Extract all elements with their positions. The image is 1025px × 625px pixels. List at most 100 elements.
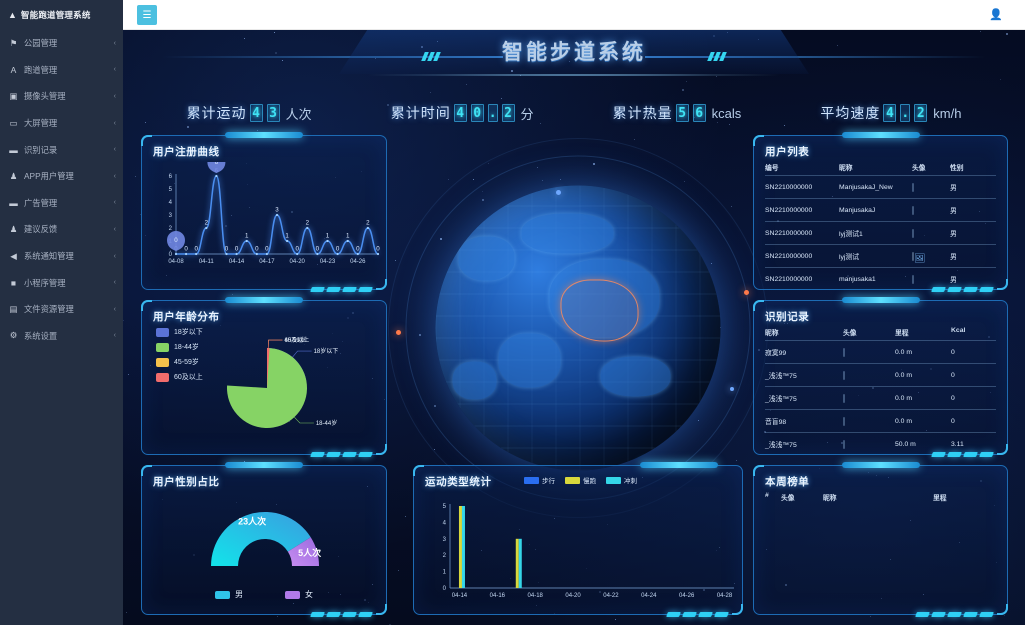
avatar-image (912, 274, 914, 284)
svg-text:04-20: 04-20 (290, 259, 306, 265)
panel-user-list: 用户列表 编号 昵称 头像 性别 SN2210000000 ManjusakaJ_New 男… (753, 132, 1008, 292)
table-cell: _浅浅™75 (765, 396, 797, 403)
table-header-row: # 头像 昵称 里程 (765, 492, 996, 505)
legend-label: 男 (235, 590, 243, 599)
sidebar-item-11[interactable]: ⚙ 系统设置 ‹ (0, 323, 123, 350)
legend-swatch (156, 327, 169, 337)
sidebar-item-7[interactable]: ♟ 建议反馈 ‹ (0, 216, 123, 243)
avatar (912, 228, 950, 238)
legend-swatch (285, 590, 300, 599)
sidebar-item-8[interactable]: ◀ 系统通知管理 ‹ (0, 243, 123, 270)
table-row[interactable]: SN2210000000 lyj测试1 男 (765, 221, 996, 244)
legend-item-1: 18-44岁 (156, 342, 203, 352)
avatar (912, 251, 950, 261)
table-cell: 男 (950, 185, 957, 192)
table-cell: 男 (950, 254, 957, 261)
svg-text:04-22: 04-22 (603, 593, 619, 599)
stat-digit: 3 (266, 104, 280, 122)
screen-icon: ▭ (9, 117, 18, 128)
sidebar-item-2[interactable]: ▣ 摄像头管理 ‹ (0, 83, 123, 110)
panel-top-accent (225, 462, 303, 468)
legend-swatch (156, 342, 169, 352)
sidebar-item-3[interactable]: ▭ 大屏管理 ‹ (0, 110, 123, 137)
globe-marker-dot (744, 290, 749, 295)
sidebar-nav: ⚑ 公园管理 ‹ A 跑道管理 ‹ ▣ 摄像头管理 ‹ ▭ 大屏管理 ‹ ▬ 识别记录 ‹ ♟ APP用户管理 ‹… (0, 30, 123, 349)
chevron-left-icon: ‹ (113, 39, 116, 47)
table-cell: SN2210000000 (765, 252, 813, 260)
avatar (912, 205, 950, 215)
table-row[interactable]: 音盲98 0.0 m 0 (765, 409, 996, 432)
avatar (912, 182, 950, 192)
table-row[interactable]: SN2210000000 lyj测试 男 (765, 244, 996, 267)
chevron-left-icon: ‹ (113, 119, 116, 127)
sidebar-item-label: 建议反馈 (24, 224, 58, 235)
table-header-cell: 头像 (843, 330, 857, 337)
table-header-cell: 昵称 (765, 330, 779, 337)
stat-unit: km/h (933, 105, 962, 121)
svg-text:0: 0 (356, 246, 360, 253)
svg-text:2: 2 (169, 226, 173, 232)
table-row[interactable]: _浅浅™75 0.0 m 0 (765, 386, 996, 409)
panel-title: 用户年龄分布 (153, 311, 220, 323)
pie-legend: 18岁以下 18-44岁 45-59岁 60及以上 (156, 327, 203, 387)
stat-digit: 4 (883, 104, 897, 122)
table-cell: 3.11 (951, 440, 964, 448)
svg-text:04-20: 04-20 (565, 593, 581, 599)
sidebar-item-1[interactable]: A 跑道管理 ‹ (0, 57, 123, 84)
svg-text:2: 2 (366, 220, 370, 227)
panel-title: 运动类型统计 (425, 476, 492, 488)
stat-item-2: 累计热量 5 6 kcals (613, 103, 741, 123)
table-cell: _浅浅™75 (765, 442, 797, 449)
table-row[interactable]: 寂寞99 0.0 m 0 (765, 340, 996, 363)
bar-legend-item-2: 冲刺 (606, 475, 637, 485)
table-cell: 0 (951, 417, 955, 425)
svg-text:04-26: 04-26 (679, 593, 695, 599)
svg-text:04-14: 04-14 (229, 259, 245, 265)
sidebar-item-6[interactable]: ▬ 广告管理 ‹ (0, 190, 123, 217)
table-row[interactable]: _浅浅™75 0.0 m 0 (765, 363, 996, 386)
table-cell: 音盲98 (765, 419, 787, 426)
svg-text:0: 0 (194, 246, 198, 253)
bar-legend-item-0: 步行 (524, 475, 555, 485)
sidebar-item-0[interactable]: ⚑ 公园管理 ‹ (0, 30, 123, 57)
menu-toggle-button[interactable]: ☰ (137, 5, 157, 25)
line-chart: 01234560002600100310201010200604-0804-11… (167, 162, 380, 265)
sidebar-item-label: 公园管理 (24, 38, 58, 49)
svg-text:2: 2 (443, 553, 447, 559)
table-row[interactable]: _浅浅™75 50.0 m 3.11 (765, 432, 996, 455)
legend-item-0: 18岁以下 (156, 327, 203, 337)
bar-慢跑 (458, 506, 462, 588)
chevron-left-icon: ‹ (113, 225, 116, 233)
svg-text:04-23: 04-23 (320, 259, 336, 265)
user-table: 编号 昵称 头像 性别 SN2210000000 ManjusakaJ_New 男 SN221… (765, 162, 996, 290)
table-cell: 0 (951, 348, 955, 356)
avatar (843, 370, 895, 380)
svg-text:0: 0 (225, 246, 229, 253)
globe-visualization (378, 135, 778, 520)
table-row[interactable]: SN2210000000 ManjusakaJ 男 (765, 198, 996, 221)
table-row[interactable]: SN2210000000 manjusaka1 男 (765, 267, 996, 290)
table-cell: 寂寞99 (765, 350, 787, 357)
table-header-row: 昵称 头像 里程 Kcal (765, 327, 996, 340)
table-row[interactable]: SN2210000000 ManjusakaJ_New 男 (765, 175, 996, 198)
table-header-cell: # (765, 492, 769, 499)
sidebar-item-9[interactable]: ■ 小程序管理 ‹ (0, 269, 123, 296)
sidebar-item-10[interactable]: ▤ 文件资源管理 ‹ (0, 296, 123, 323)
table-cell: 0.0 m (895, 417, 912, 425)
svg-text:3: 3 (275, 207, 279, 214)
user-avatar-icon[interactable]: 👤 (989, 9, 1003, 21)
svg-text:04-11: 04-11 (199, 259, 215, 265)
sidebar-item-5[interactable]: ♟ APP用户管理 ‹ (0, 163, 123, 190)
location-icon: ⚑ (9, 37, 18, 48)
table-header-cell: Kcal (951, 327, 966, 334)
table-cell: 0.0 m (895, 348, 912, 356)
panel-bottom-accent (310, 287, 373, 292)
sidebar-item-4[interactable]: ▬ 识别记录 ‹ (0, 136, 123, 163)
legend-item-3: 60及以上 (156, 372, 203, 382)
panel-top-accent (841, 297, 920, 303)
globe-marker-dot (730, 387, 734, 391)
pie-slice-label: 45-59岁 (285, 336, 306, 344)
records-table: 昵称 头像 里程 Kcal 寂寞99 0.0 m 0 _浅浅™75 0.0 m 0 _浅浅™75 0.… (765, 327, 996, 455)
banner-line-right (645, 56, 985, 58)
